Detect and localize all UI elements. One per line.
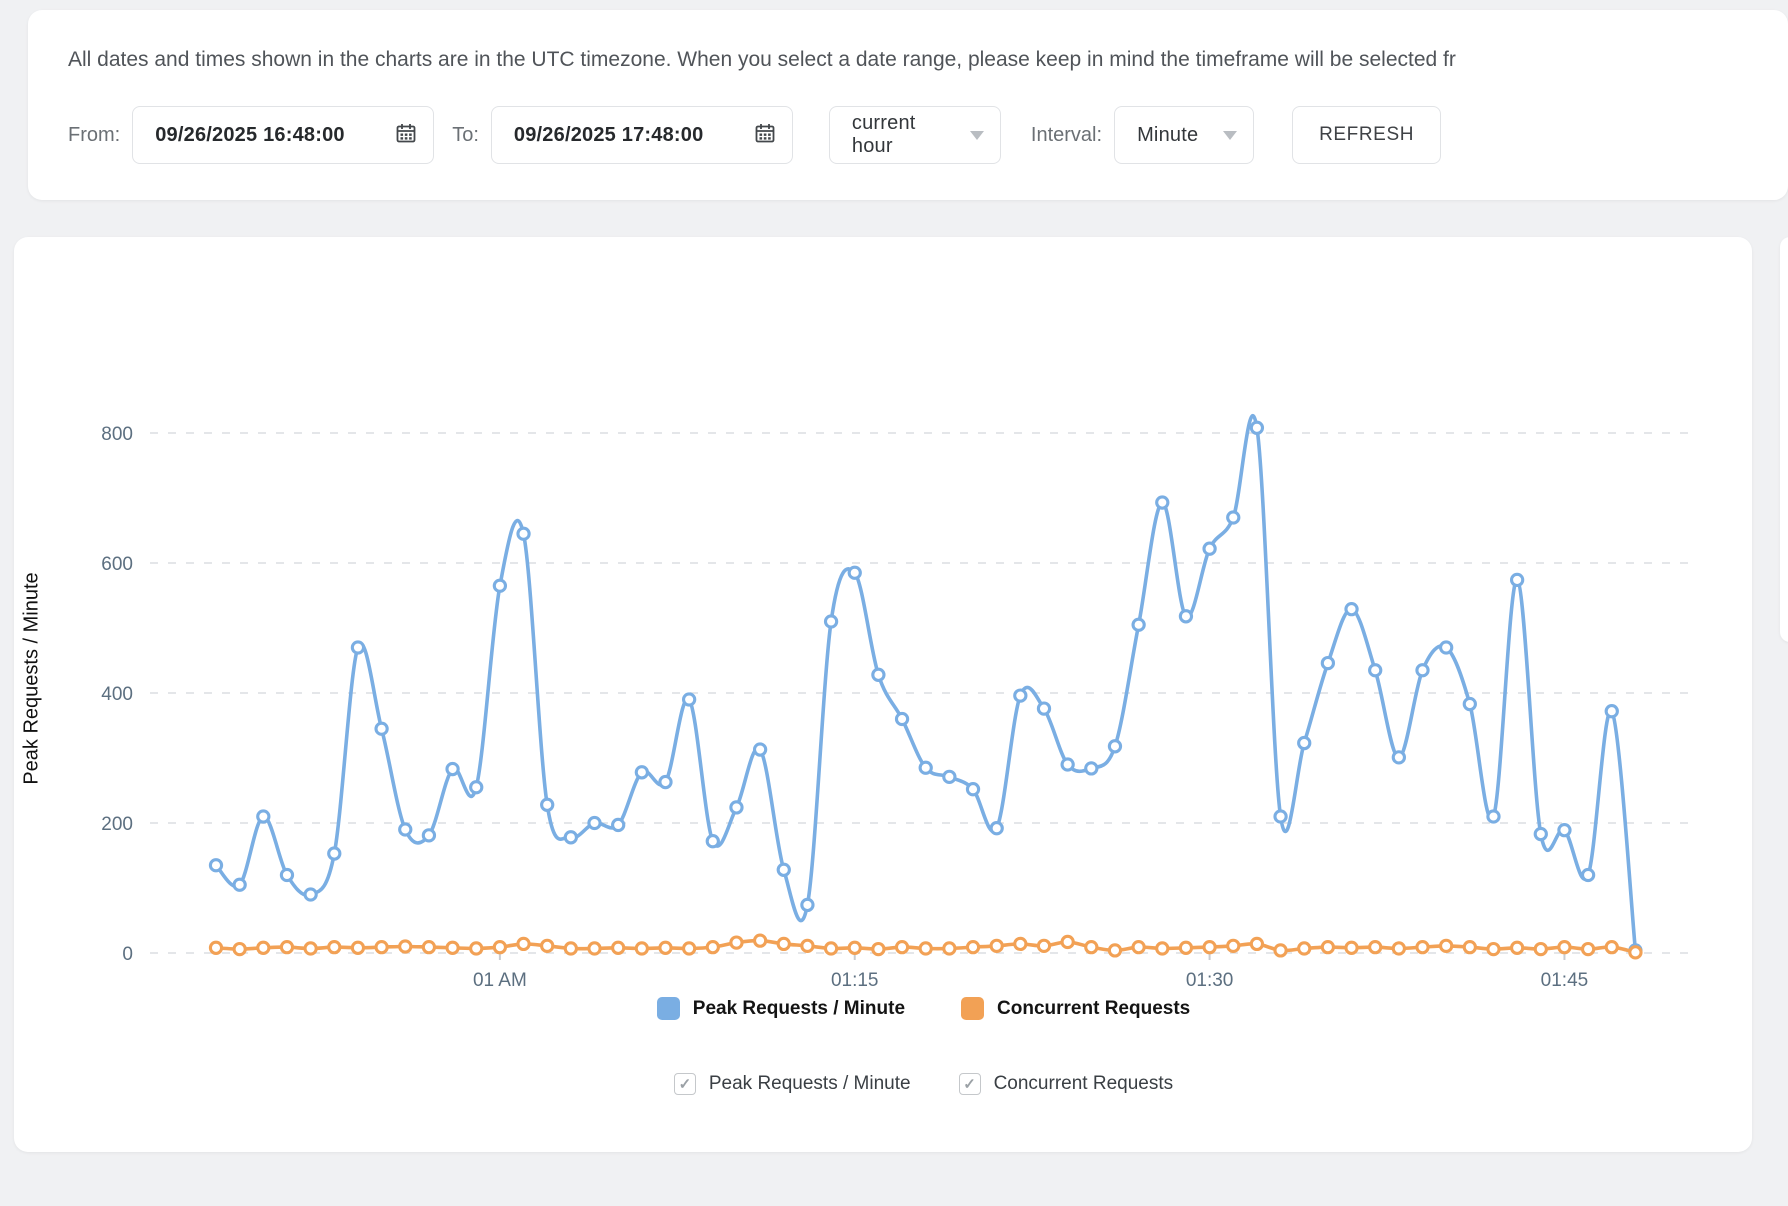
series-toggles: ✓ Peak Requests / Minute ✓ Concurrent Re…	[150, 1073, 1697, 1095]
refresh-button[interactable]: REFRESH	[1292, 106, 1442, 164]
range-preset-value: current hour	[851, 112, 916, 157]
to-datetime-input[interactable]: 09/26/2025 17:48:00	[490, 106, 793, 164]
svg-text:400: 400	[101, 684, 133, 705]
filter-panel: All dates and times shown in the charts …	[28, 10, 1788, 200]
svg-text:01:30: 01:30	[1186, 970, 1234, 991]
from-datetime-input[interactable]: 09/26/2025 16:48:00	[132, 106, 435, 164]
legend-swatch-orange	[961, 997, 985, 1020]
svg-text:200: 200	[101, 814, 133, 835]
from-label: From:	[68, 123, 121, 146]
toggle-label: Peak Requests / Minute	[708, 1073, 911, 1094]
calendar-icon[interactable]	[395, 122, 417, 149]
interval-value: Minute	[1137, 123, 1199, 146]
svg-text:01:45: 01:45	[1541, 970, 1589, 991]
checkbox-peak-requests[interactable]: ✓	[673, 1073, 696, 1095]
svg-text:800: 800	[101, 424, 133, 445]
chevron-down-icon	[969, 130, 984, 140]
line-chart[interactable]: 0 200 400 600 800 01 AM 01:15 01:30 01:45	[14, 237, 1752, 1152]
svg-text:01:15: 01:15	[831, 970, 879, 991]
toggle-label: Concurrent Requests	[993, 1073, 1174, 1094]
chevron-down-icon	[1223, 130, 1238, 140]
from-datetime-value: 09/26/2025 16:48:00	[155, 123, 345, 146]
legend-label: Concurrent Requests	[997, 997, 1191, 1019]
to-label: To:	[452, 123, 479, 146]
toggle-concurrent-requests[interactable]: ✓ Concurrent Requests	[958, 1073, 1174, 1095]
legend-item-concurrent-requests[interactable]: Concurrent Requests	[961, 997, 1190, 1020]
chart-panel: Peak Requests / Minute 0 200 400 600 800 01 A…	[14, 237, 1752, 1152]
svg-text:01 AM: 01 AM	[473, 970, 527, 991]
range-preset-dropdown[interactable]: current hour	[828, 106, 1001, 164]
interval-label: Interval:	[1030, 123, 1103, 146]
legend-item-peak-requests[interactable]: Peak Requests / Minute	[656, 997, 906, 1020]
next-card-edge	[1780, 237, 1788, 642]
svg-text:0: 0	[122, 944, 133, 965]
checkbox-concurrent-requests[interactable]: ✓	[958, 1073, 981, 1095]
to-datetime-value: 09/26/2025 17:48:00	[513, 123, 704, 146]
interval-dropdown[interactable]: Minute	[1114, 106, 1255, 164]
date-range-controls: From: 09/26/2025 16:48:00 To: 09/26/2025…	[68, 106, 1442, 164]
toggle-peak-requests[interactable]: ✓ Peak Requests / Minute	[673, 1073, 911, 1095]
svg-text:600: 600	[101, 554, 133, 575]
utc-timezone-notice: All dates and times shown in the charts …	[68, 48, 1456, 71]
calendar-icon[interactable]	[754, 122, 776, 149]
legend-swatch-blue	[656, 997, 680, 1020]
legend-label: Peak Requests / Minute	[692, 997, 906, 1019]
chart-legend: Peak Requests / Minute Concurrent Reques…	[150, 997, 1697, 1020]
